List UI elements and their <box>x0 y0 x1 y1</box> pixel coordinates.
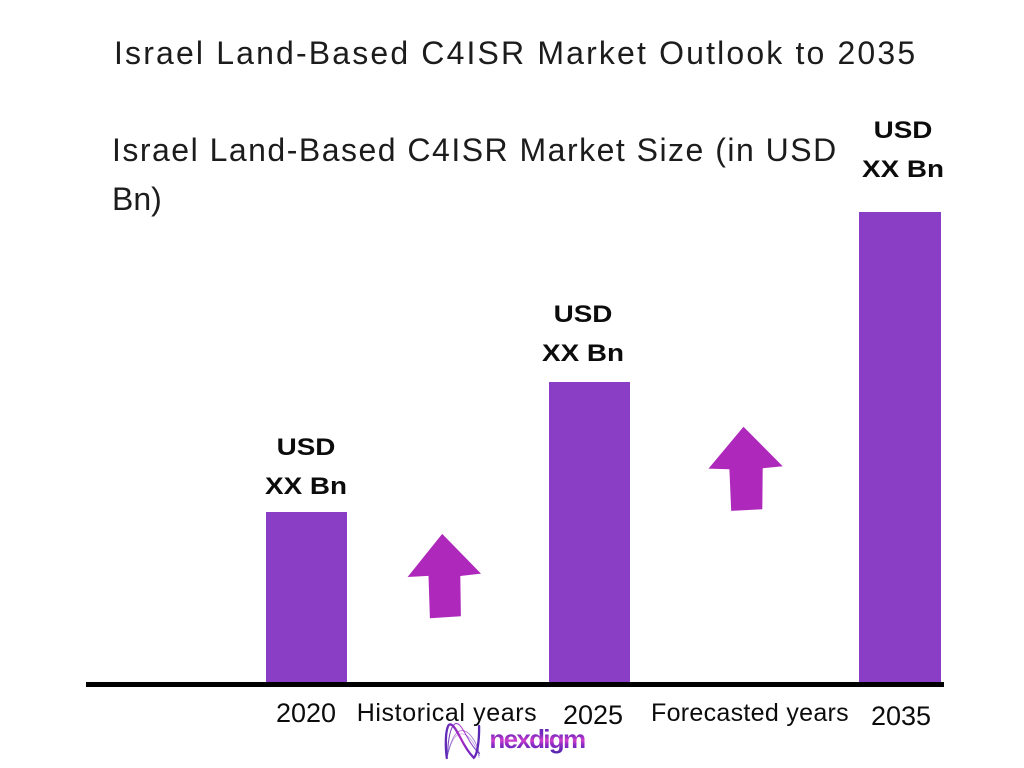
svg-text:nexdigm: nexdigm <box>489 724 585 754</box>
